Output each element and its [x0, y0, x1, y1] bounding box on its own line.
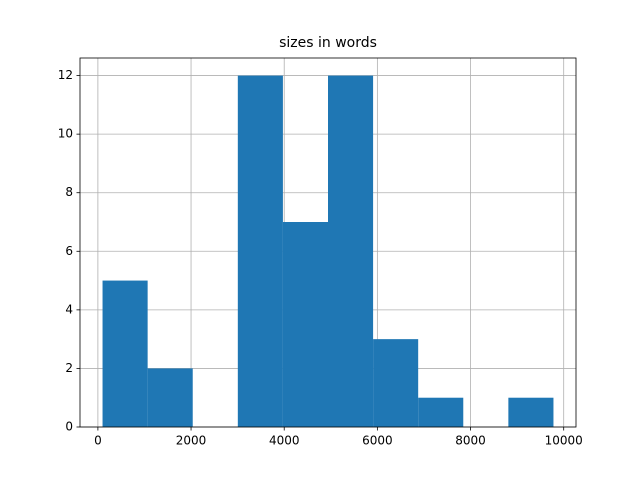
- y-tick-label: 4: [65, 302, 73, 316]
- histogram-bar: [102, 280, 148, 427]
- histogram-bar: [237, 75, 283, 428]
- y-tick-label: 10: [58, 127, 73, 141]
- y-tick-label: 8: [65, 185, 73, 199]
- x-tick-label: 6000: [362, 434, 393, 448]
- histogram-bar: [282, 222, 328, 427]
- x-tick-label: 10000: [545, 434, 583, 448]
- y-tick-label: 0: [65, 420, 73, 434]
- bar-layer: [102, 75, 554, 428]
- x-tick-label: 4000: [269, 434, 300, 448]
- x-tick-label: 0: [94, 434, 102, 448]
- chart-title: sizes in words: [279, 35, 377, 51]
- y-tick-label: 6: [65, 244, 73, 258]
- plot-frame: [79, 57, 577, 428]
- histogram-bar: [328, 75, 374, 428]
- y-tick-label: 12: [58, 68, 73, 82]
- x-tick-label: 2000: [176, 434, 207, 448]
- axes-layer: 0 2000 4000 6000 8000 10000 0 2 4 6 8 10 12: [58, 57, 583, 448]
- x-tick-label: 8000: [455, 434, 486, 448]
- y-tick-label: 2: [65, 361, 73, 375]
- histogram-bar: [373, 339, 419, 427]
- histogram-bar: [147, 368, 193, 427]
- histogram-bar: [508, 397, 554, 427]
- histogram-bar: [418, 397, 464, 427]
